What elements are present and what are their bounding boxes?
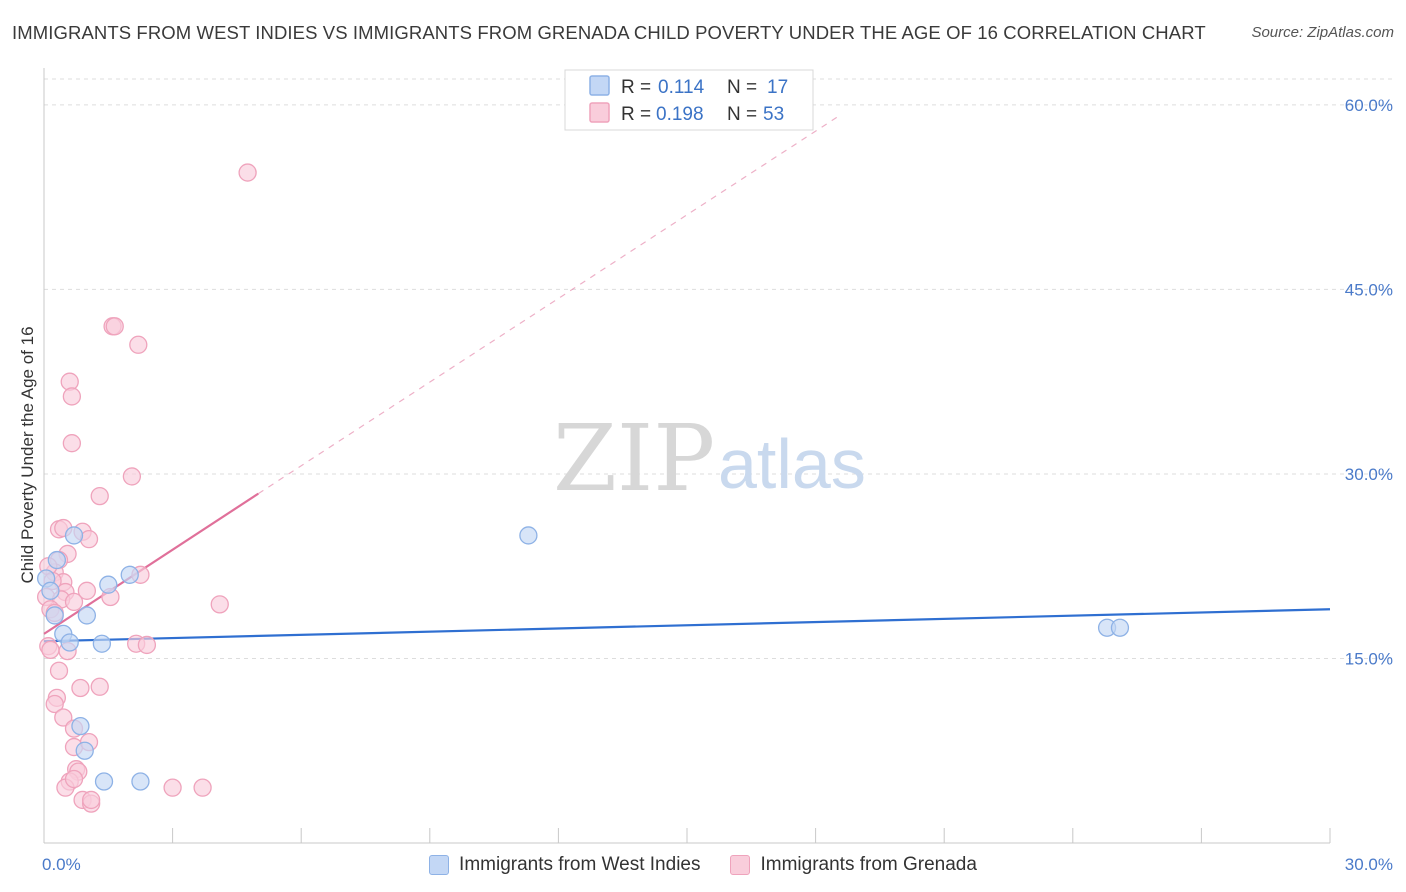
point-west-indies bbox=[1110, 618, 1130, 637]
legend-n-label-1: N = bbox=[727, 77, 757, 98]
trend-line-west-indies bbox=[43, 608, 1331, 643]
bottom-legend-label-grenada: Immigrants from Grenada bbox=[760, 854, 977, 875]
point-west-indies bbox=[94, 772, 114, 791]
point-grenada bbox=[62, 387, 82, 406]
point-grenada bbox=[71, 678, 90, 698]
point-grenada bbox=[79, 530, 99, 549]
point-west-indies bbox=[131, 772, 150, 791]
point-west-indies bbox=[75, 741, 94, 760]
point-grenada bbox=[82, 790, 101, 810]
point-grenada bbox=[238, 163, 257, 182]
point-west-indies bbox=[77, 606, 97, 625]
point-grenada bbox=[163, 778, 182, 797]
trend-line-grenada bbox=[43, 492, 259, 635]
legend-n-value-1: 17 bbox=[767, 77, 788, 98]
legend-r-label-1: R = bbox=[621, 77, 651, 98]
point-west-indies bbox=[99, 575, 118, 594]
bottom-legend-item-grenada: Immigrants from Grenada bbox=[730, 854, 977, 876]
legend-swatch-grenada bbox=[589, 102, 610, 123]
point-grenada bbox=[90, 677, 109, 696]
watermark: ZIP atlas bbox=[553, 405, 866, 512]
point-west-indies bbox=[71, 716, 90, 736]
legend-r-value-1: 0.114 bbox=[658, 77, 705, 98]
point-grenada bbox=[41, 640, 60, 660]
point-west-indies bbox=[47, 550, 67, 570]
chart-source: Source: ZipAtlas.com bbox=[1251, 24, 1394, 41]
bottom-legend-swatch-grenada bbox=[730, 855, 751, 875]
bottom-legend-label-west-indies: Immigrants from West Indies bbox=[459, 854, 701, 875]
watermark-zip: ZIP bbox=[553, 405, 715, 512]
point-grenada bbox=[122, 467, 142, 486]
point-grenada bbox=[210, 595, 229, 614]
point-grenada bbox=[45, 694, 64, 714]
point-grenada bbox=[54, 708, 73, 727]
point-west-indies bbox=[60, 633, 79, 652]
point-grenada bbox=[64, 592, 84, 612]
y-axis-title: Child Poverty Under the Age of 16 bbox=[18, 326, 37, 583]
point-west-indies bbox=[64, 526, 84, 545]
chart-title: IMMIGRANTS FROM WEST INDIES VS IMMIGRANT… bbox=[12, 22, 1206, 43]
points-layer bbox=[36, 163, 1130, 813]
point-west-indies bbox=[120, 565, 139, 584]
y-tick-label: 30.0% bbox=[1345, 465, 1393, 484]
bottom-legend-swatch-west-indies bbox=[429, 855, 450, 875]
legend-r-value-2: 0.198 bbox=[656, 104, 704, 125]
point-grenada bbox=[64, 769, 84, 789]
trend-layer bbox=[43, 116, 1331, 643]
point-grenada bbox=[90, 486, 109, 506]
point-grenada bbox=[129, 335, 148, 354]
legend-n-label-2: N = bbox=[727, 104, 757, 125]
bottom-legend-item-west-indies: Immigrants from West Indies bbox=[429, 854, 700, 876]
point-grenada bbox=[49, 661, 69, 680]
legend-top: R = 0.114 N = 17 R = 0.198 N = 53 bbox=[564, 69, 814, 131]
y-tick-label: 60.0% bbox=[1345, 96, 1393, 115]
point-grenada bbox=[62, 434, 82, 453]
tick-layer: 15.0% 30.0% 45.0% 60.0% 0.0% 30.0% bbox=[42, 96, 1393, 874]
point-grenada bbox=[193, 778, 212, 797]
point-west-indies bbox=[519, 526, 538, 545]
bottom-legend: Immigrants from West Indies Immigrants f… bbox=[0, 850, 1406, 880]
y-tick-label: 15.0% bbox=[1345, 649, 1393, 668]
point-grenada bbox=[77, 581, 97, 600]
point-west-indies bbox=[92, 634, 112, 653]
x-tick-label: 30.0% bbox=[1345, 855, 1393, 874]
legend-r-label-2: R = bbox=[621, 104, 651, 125]
watermark-atlas: atlas bbox=[718, 425, 866, 503]
y-tick-label: 45.0% bbox=[1345, 280, 1393, 299]
point-grenada bbox=[137, 635, 157, 655]
point-west-indies bbox=[41, 581, 60, 600]
legend-n-value-2: 53 bbox=[763, 104, 784, 125]
x-tick-label: 0.0% bbox=[42, 855, 81, 874]
point-grenada bbox=[105, 317, 124, 336]
point-west-indies bbox=[45, 606, 64, 625]
legend-swatch-west-indies bbox=[589, 75, 610, 96]
